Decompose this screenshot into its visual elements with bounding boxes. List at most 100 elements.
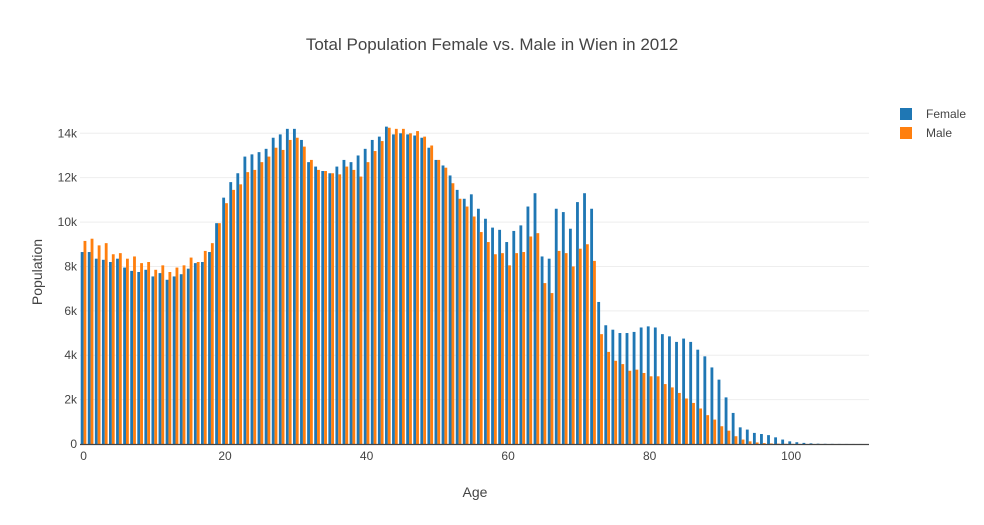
bar-female[interactable] (271, 137, 275, 445)
bar-female[interactable] (208, 252, 211, 444)
bar-female[interactable] (710, 367, 714, 444)
bar-male[interactable] (154, 269, 158, 444)
bar-male[interactable] (189, 257, 193, 444)
bar-male[interactable] (515, 253, 519, 444)
bar-male[interactable] (302, 146, 306, 445)
bar-male[interactable] (458, 198, 462, 444)
bar-male[interactable] (97, 245, 101, 444)
bar-female[interactable] (604, 325, 608, 444)
bar-male[interactable] (83, 240, 87, 444)
bar-female[interactable] (646, 326, 650, 444)
bar-male[interactable] (621, 364, 625, 444)
bar-male[interactable] (416, 131, 419, 444)
bar-female[interactable] (300, 139, 303, 444)
bar-male[interactable] (387, 127, 391, 445)
bar-female[interactable] (392, 134, 395, 444)
bar-male[interactable] (720, 426, 724, 444)
bar-male[interactable] (331, 173, 335, 445)
bar-female[interactable] (427, 147, 431, 444)
bar-female[interactable] (809, 443, 813, 444)
bar-male[interactable] (585, 244, 589, 444)
bar-female[interactable] (675, 341, 678, 444)
bar-female[interactable] (632, 331, 636, 444)
bar-female[interactable] (172, 276, 176, 444)
bar-male[interactable] (642, 372, 646, 444)
bar-male[interactable] (366, 162, 370, 444)
bar-male[interactable] (486, 242, 490, 444)
bar-male[interactable] (755, 442, 759, 444)
bar-female[interactable] (696, 349, 700, 444)
bar-male[interactable] (479, 232, 483, 444)
bar-female[interactable] (356, 155, 360, 445)
bar-male[interactable] (677, 392, 681, 444)
bar-female[interactable] (307, 162, 310, 444)
bar-female[interactable] (788, 441, 792, 444)
bar-male[interactable] (472, 216, 476, 444)
legend-item-female[interactable]: Female (900, 107, 966, 121)
bar-male[interactable] (571, 266, 575, 444)
bar-female[interactable] (519, 225, 523, 444)
bar-male[interactable] (727, 430, 731, 444)
bar-female[interactable] (795, 442, 799, 444)
bar-female[interactable] (703, 356, 707, 444)
bar-female[interactable] (321, 171, 325, 444)
bar-female[interactable] (752, 432, 756, 444)
bar-male[interactable] (90, 238, 94, 444)
bar-female[interactable] (491, 227, 494, 444)
bar-female[interactable] (434, 159, 438, 445)
bar-male[interactable] (508, 265, 511, 444)
bar-female[interactable] (229, 182, 233, 444)
bar-female[interactable] (597, 301, 601, 444)
bar-male[interactable] (161, 265, 165, 444)
bar-female[interactable] (370, 139, 374, 444)
bar-female[interactable] (781, 439, 785, 444)
bar-female[interactable] (137, 272, 141, 444)
bar-female[interactable] (455, 189, 459, 444)
bar-female[interactable] (292, 128, 296, 444)
bar-female[interactable] (512, 230, 516, 444)
bar-female[interactable] (618, 333, 622, 444)
bar-male[interactable] (550, 293, 554, 444)
bar-male[interactable] (748, 441, 752, 444)
bar-male[interactable] (401, 128, 405, 444)
bar-male[interactable] (564, 253, 568, 444)
bar-female[interactable] (576, 202, 579, 444)
bar-female[interactable] (625, 333, 629, 444)
bar-female[interactable] (201, 262, 204, 444)
bar-female[interactable] (236, 173, 240, 445)
bar-male[interactable] (317, 169, 320, 444)
bar-female[interactable] (222, 197, 226, 444)
bar-female[interactable] (215, 223, 218, 444)
bar-female[interactable] (760, 434, 763, 444)
bar-female[interactable] (653, 327, 657, 444)
bar-female[interactable] (264, 148, 268, 444)
bar-female[interactable] (278, 134, 282, 444)
bar-male[interactable] (309, 159, 313, 445)
bar-female[interactable] (250, 154, 254, 444)
bar-female[interactable] (130, 270, 134, 444)
bar-male[interactable] (529, 236, 533, 444)
bar-female[interactable] (144, 269, 148, 444)
bar-female[interactable] (80, 252, 84, 444)
bar-male[interactable] (593, 260, 596, 444)
bar-male[interactable] (430, 145, 434, 445)
legend[interactable]: Female Male (900, 107, 966, 140)
bar-male[interactable] (706, 415, 710, 444)
bar-female[interactable] (469, 194, 473, 444)
bar-male[interactable] (713, 419, 717, 444)
bar-male[interactable] (260, 162, 264, 444)
bar-male[interactable] (140, 263, 143, 444)
bar-female[interactable] (158, 273, 162, 444)
bar-female[interactable] (802, 442, 806, 444)
bar-male[interactable] (274, 147, 278, 444)
bar-female[interactable] (547, 258, 551, 444)
bar-male[interactable] (118, 253, 122, 444)
bar-male[interactable] (423, 136, 427, 444)
bar-male[interactable] (352, 169, 356, 444)
bar-female[interactable] (554, 208, 558, 444)
bar-male[interactable] (692, 402, 695, 444)
bar-male[interactable] (253, 169, 257, 444)
bar-male[interactable] (522, 252, 526, 444)
bar-female[interactable] (109, 262, 112, 444)
bar-female[interactable] (243, 156, 247, 444)
